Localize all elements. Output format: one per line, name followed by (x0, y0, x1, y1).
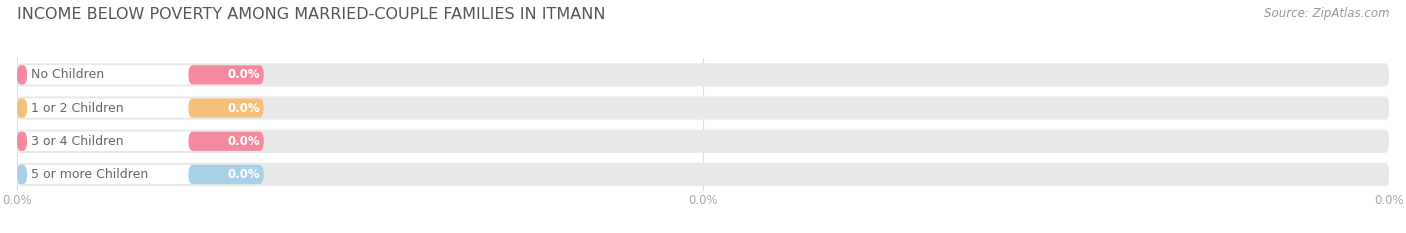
FancyBboxPatch shape (188, 98, 264, 118)
FancyBboxPatch shape (17, 63, 1389, 86)
Text: 3 or 4 Children: 3 or 4 Children (31, 135, 124, 148)
Text: 5 or more Children: 5 or more Children (31, 168, 149, 181)
FancyBboxPatch shape (17, 165, 27, 184)
FancyBboxPatch shape (18, 65, 264, 85)
Text: No Children: No Children (31, 68, 104, 81)
Text: 0.0%: 0.0% (228, 168, 260, 181)
Text: Source: ZipAtlas.com: Source: ZipAtlas.com (1264, 7, 1389, 20)
FancyBboxPatch shape (17, 96, 1389, 120)
FancyBboxPatch shape (18, 132, 264, 151)
FancyBboxPatch shape (17, 98, 27, 118)
FancyBboxPatch shape (17, 65, 27, 85)
FancyBboxPatch shape (17, 132, 27, 151)
FancyBboxPatch shape (188, 132, 264, 151)
Text: 0.0%: 0.0% (228, 68, 260, 81)
FancyBboxPatch shape (17, 163, 1389, 186)
FancyBboxPatch shape (18, 98, 264, 118)
FancyBboxPatch shape (188, 165, 264, 184)
FancyBboxPatch shape (18, 165, 264, 184)
Text: INCOME BELOW POVERTY AMONG MARRIED-COUPLE FAMILIES IN ITMANN: INCOME BELOW POVERTY AMONG MARRIED-COUPL… (17, 7, 606, 22)
FancyBboxPatch shape (17, 130, 1389, 153)
Text: 0.0%: 0.0% (228, 135, 260, 148)
Text: 0.0%: 0.0% (228, 102, 260, 115)
Text: 1 or 2 Children: 1 or 2 Children (31, 102, 124, 115)
FancyBboxPatch shape (188, 65, 264, 85)
